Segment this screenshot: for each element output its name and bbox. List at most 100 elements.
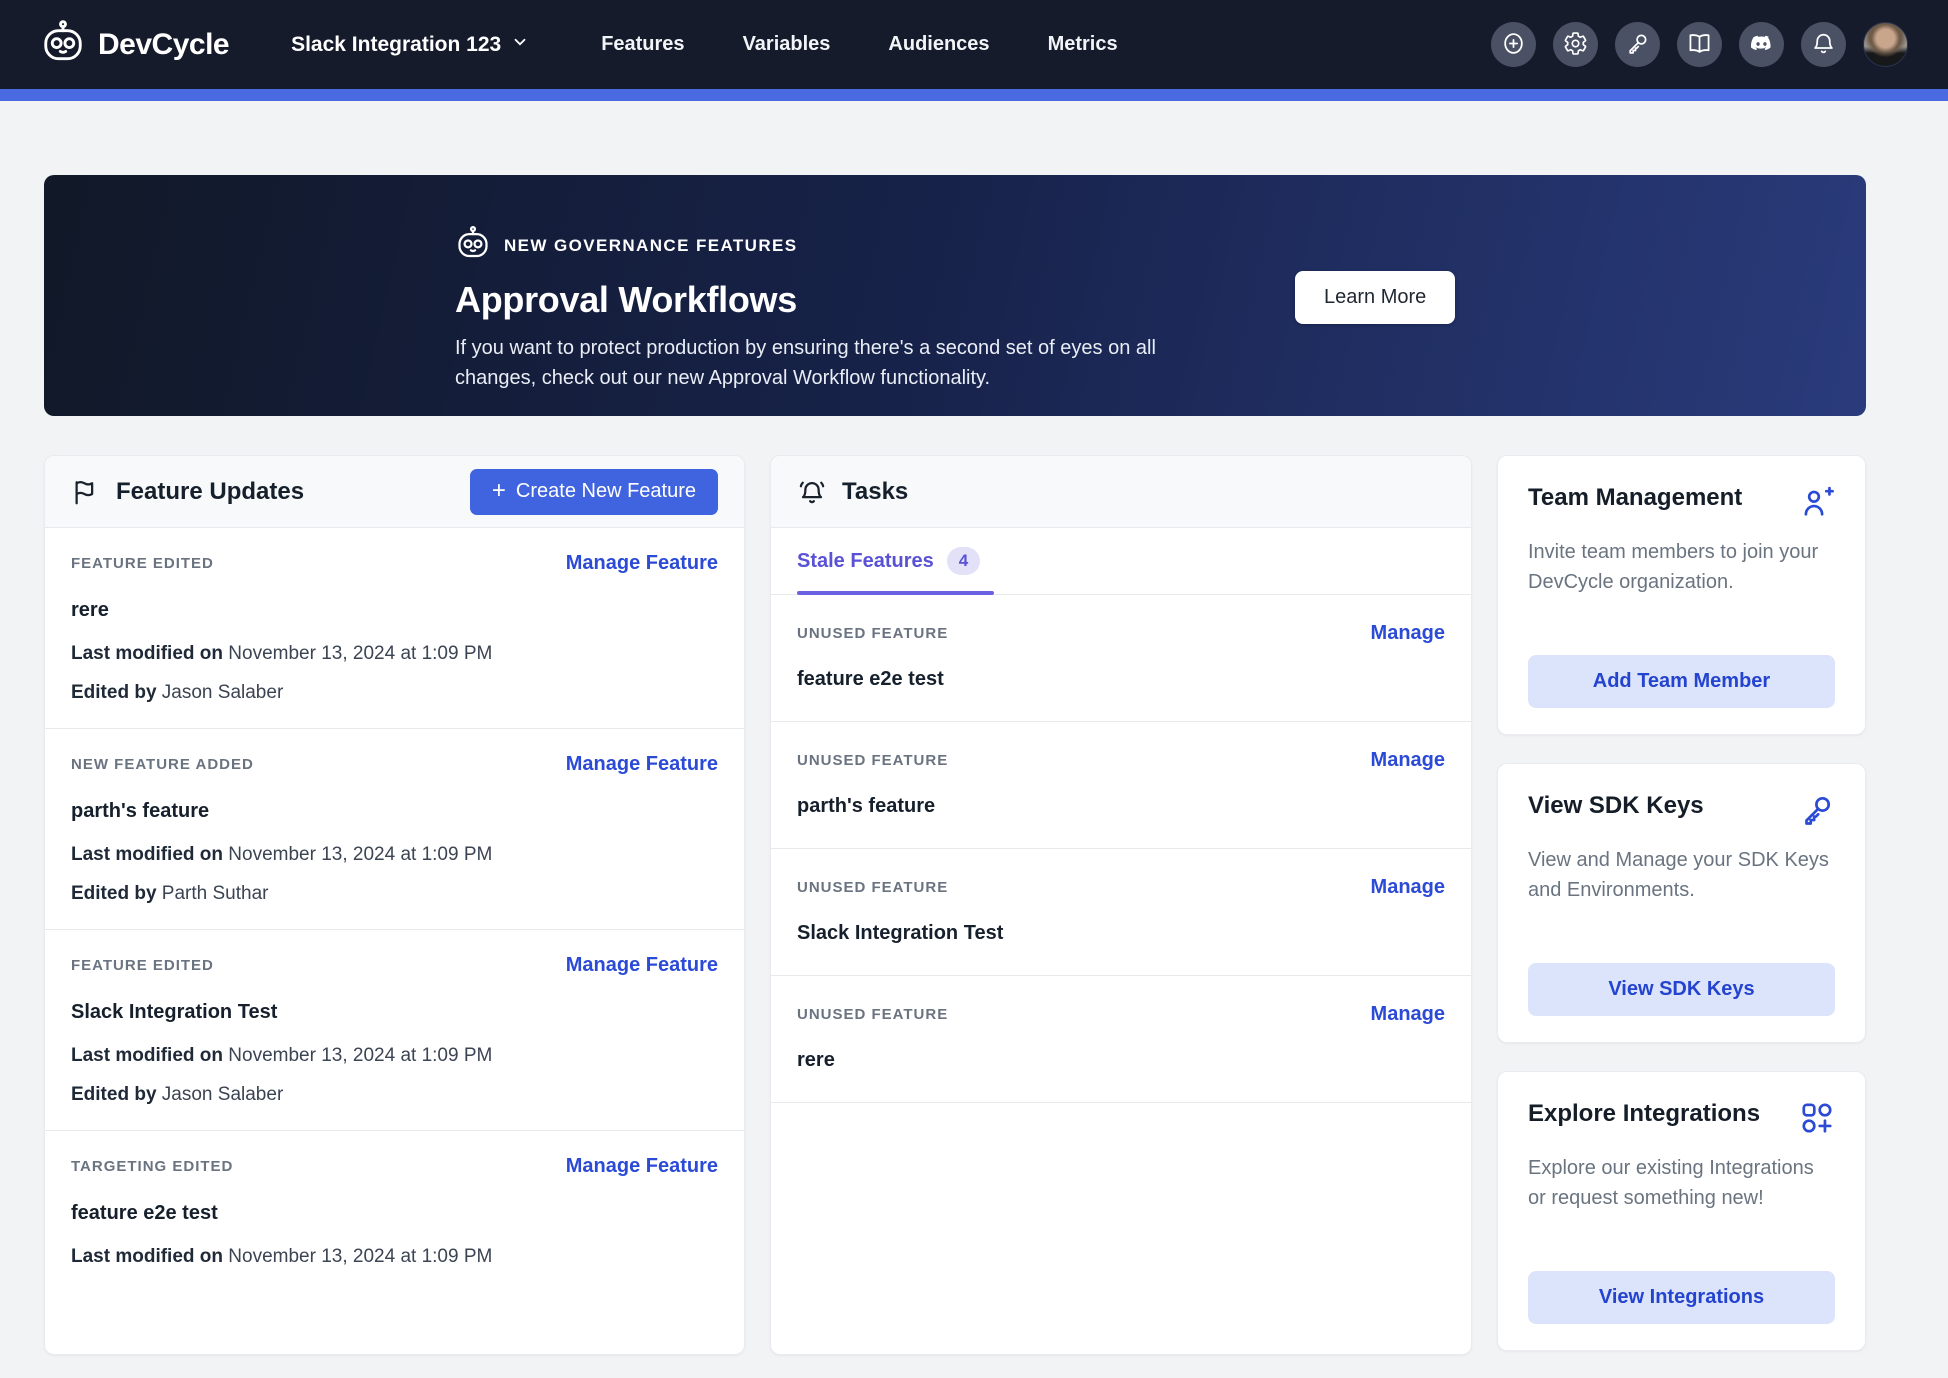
manage-feature-link[interactable]: Manage Feature	[565, 954, 718, 976]
chevron-down-icon	[511, 33, 529, 57]
menu-item-audiences[interactable]: Audiences	[888, 33, 990, 55]
integrations-icon	[1799, 1100, 1835, 1136]
menu-item-variables[interactable]: Variables	[742, 33, 831, 55]
devcycle-logo[interactable]: DevCycle	[40, 19, 230, 70]
edited-by-label: Edited by	[71, 1084, 157, 1105]
team-management-card: Team Management Invite team members to j…	[1497, 455, 1866, 735]
modified-value: November 13, 2024 at 1:09 PM	[228, 844, 493, 865]
key-icon	[1625, 31, 1650, 59]
integrations-description: Explore our existing Integrations or req…	[1528, 1157, 1814, 1209]
sdk-keys-title: View SDK Keys	[1528, 792, 1704, 819]
entry-modified: Last modified on November 13, 2024 at 1:…	[71, 844, 718, 866]
tasks-title: Tasks	[842, 477, 909, 505]
feature-updates-header: Feature Updates + Create New Feature	[45, 456, 744, 528]
task-feature-name: parth's feature	[797, 795, 936, 817]
plus-circle-icon	[1501, 31, 1526, 59]
modified-label: Last modified on	[71, 844, 223, 865]
entry-feature-name: feature e2e test	[71, 1202, 218, 1224]
sdk-keys-card: View SDK Keys View and Manage your SDK K…	[1497, 763, 1866, 1043]
task-type: UNUSED FEATURE	[797, 625, 949, 642]
discord-icon	[1749, 31, 1774, 59]
entry-type: TARGETING EDITED	[71, 1158, 234, 1175]
sdk-keys-button[interactable]	[1615, 22, 1660, 67]
announcement-banner: NEW GOVERNANCE FEATURES Approval Workflo…	[44, 175, 1866, 416]
add-team-member-button[interactable]: Add Team Member	[1528, 655, 1835, 708]
project-selector-label: Slack Integration 123	[291, 32, 502, 56]
task-feature-name: rere	[797, 1049, 835, 1071]
modified-label: Last modified on	[71, 1246, 223, 1267]
sdk-keys-description: View and Manage your SDK Keys and Enviro…	[1528, 849, 1829, 901]
create-button[interactable]	[1491, 22, 1536, 67]
docs-button[interactable]	[1677, 22, 1722, 67]
edited-by-label: Edited by	[71, 883, 157, 904]
tasks-header: Tasks	[771, 456, 1471, 528]
edited-by-value: Parth Suthar	[161, 883, 269, 904]
entry-modified: Last modified on November 13, 2024 at 1:…	[71, 1045, 718, 1067]
modified-value: November 13, 2024 at 1:09 PM	[228, 643, 493, 664]
tab-stale-features[interactable]: Stale Features 4	[797, 528, 995, 595]
entry-feature-name: parth's feature	[71, 800, 210, 822]
team-management-title: Team Management	[1528, 484, 1743, 511]
view-integrations-button[interactable]: View Integrations	[1528, 1271, 1835, 1324]
top-nav: DevCycle Slack Integration 123 Features V…	[0, 0, 1948, 89]
task-type: UNUSED FEATURE	[797, 879, 949, 896]
tasks-empty-space	[771, 1103, 1471, 1354]
manage-link[interactable]: Manage	[1370, 622, 1445, 644]
feature-update-entry: FEATURE EDITED Manage Feature rere Last …	[45, 528, 744, 729]
entry-feature-name: Slack Integration Test	[71, 1001, 278, 1023]
edited-by-value: Jason Salaber	[161, 682, 284, 703]
tasks-card: Tasks Stale Features 4 UNUSED FEATURE Ma…	[770, 455, 1472, 1355]
avatar[interactable]	[1863, 22, 1908, 67]
learn-more-button[interactable]: Learn More	[1295, 271, 1456, 324]
entry-edited-by: Edited by Jason Salaber	[71, 1084, 718, 1106]
accent-strip	[0, 89, 1948, 101]
feature-updates-title: Feature Updates	[116, 477, 305, 505]
integrations-card: Explore Integrations Explore our existin…	[1497, 1071, 1866, 1351]
feature-update-entry: TARGETING EDITED Manage Feature feature …	[45, 1131, 744, 1292]
robot-banner-icon	[455, 225, 491, 266]
task-feature-name: Slack Integration Test	[797, 922, 1004, 944]
task-entry: UNUSED FEATURE Manage Slack Integration …	[771, 849, 1471, 976]
manage-link[interactable]: Manage	[1370, 749, 1445, 771]
banner-eyebrow: NEW GOVERNANCE FEATURES	[504, 235, 798, 255]
project-selector[interactable]: Slack Integration 123	[291, 33, 529, 57]
entry-modified: Last modified on November 13, 2024 at 1:…	[71, 643, 718, 665]
entry-feature-name: rere	[71, 599, 109, 621]
manage-feature-link[interactable]: Manage Feature	[565, 552, 718, 574]
book-icon	[1687, 31, 1712, 59]
banner-title: Approval Workflows	[455, 279, 797, 320]
view-sdk-keys-button[interactable]: View SDK Keys	[1528, 963, 1835, 1016]
plus-icon: +	[491, 476, 506, 504]
modified-label: Last modified on	[71, 1045, 223, 1066]
task-type: UNUSED FEATURE	[797, 1006, 949, 1023]
tasks-tabs: Stale Features 4	[771, 528, 1471, 595]
notifications-button[interactable]	[1801, 22, 1846, 67]
create-new-feature-button[interactable]: + Create New Feature	[469, 468, 718, 515]
brand-name: DevCycle	[98, 27, 230, 61]
menu-item-features[interactable]: Features	[601, 33, 685, 55]
manage-feature-link[interactable]: Manage Feature	[565, 753, 718, 775]
flag-icon	[71, 477, 101, 507]
robot-logo-icon	[40, 19, 86, 70]
manage-link[interactable]: Manage	[1370, 876, 1445, 898]
entry-edited-by: Edited by Jason Salaber	[71, 682, 718, 704]
person-add-icon	[1799, 484, 1835, 520]
manage-feature-link[interactable]: Manage Feature	[565, 1155, 718, 1177]
task-entry: UNUSED FEATURE Manage parth's feature	[771, 722, 1471, 849]
modified-value: November 13, 2024 at 1:09 PM	[228, 1045, 493, 1066]
tab-count-badge: 4	[946, 547, 981, 575]
task-entry: UNUSED FEATURE Manage rere	[771, 976, 1471, 1103]
settings-button[interactable]	[1553, 22, 1598, 67]
discord-button[interactable]	[1739, 22, 1784, 67]
create-new-feature-label: Create New Feature	[515, 480, 696, 502]
bell-ring-icon	[797, 477, 827, 507]
nav-actions	[1491, 22, 1908, 67]
feature-update-entry: FEATURE EDITED Manage Feature Slack Inte…	[45, 930, 744, 1131]
task-entry: UNUSED FEATURE Manage feature e2e test	[771, 595, 1471, 722]
sidebar: Team Management Invite team members to j…	[1497, 455, 1866, 1351]
manage-link[interactable]: Manage	[1370, 1003, 1445, 1025]
menu-item-metrics[interactable]: Metrics	[1047, 33, 1118, 55]
entry-type: FEATURE EDITED	[71, 555, 214, 572]
modified-value: November 13, 2024 at 1:09 PM	[228, 1246, 493, 1267]
tasks-list: UNUSED FEATURE Manage feature e2e test U…	[771, 595, 1471, 1103]
